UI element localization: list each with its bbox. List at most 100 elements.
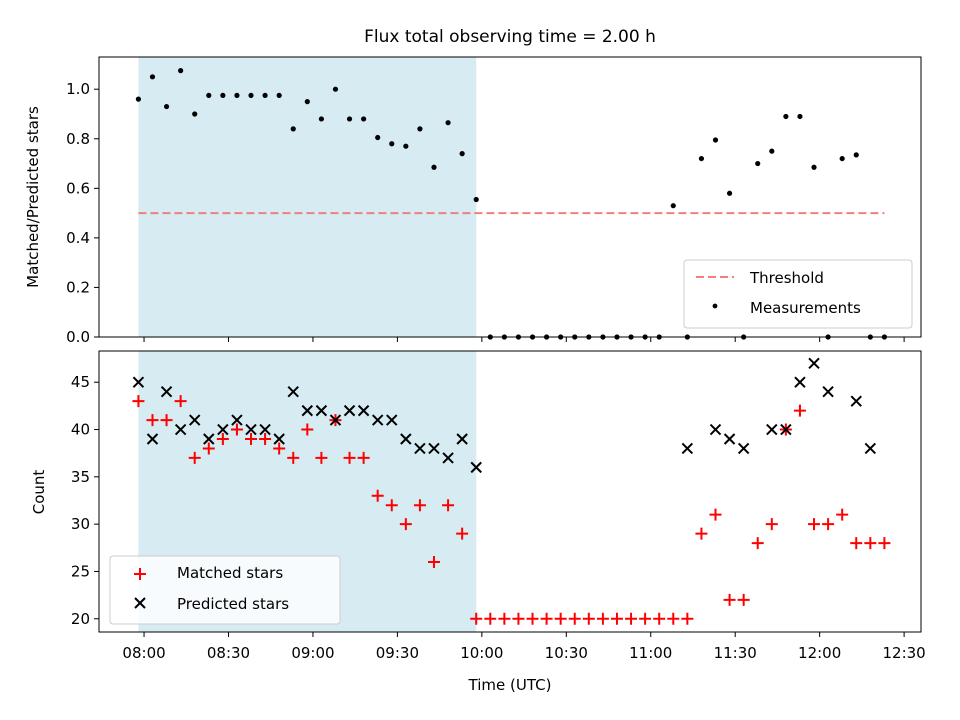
matched-star-point [582,612,595,625]
measurement-point [163,103,170,110]
matched-star-point [132,395,145,408]
matched-star-point [554,612,567,625]
matched-star-point [371,489,384,502]
top-axes-frame [98,56,922,338]
measurement-point [755,160,761,167]
x-tick-label: 10:00 [460,644,503,662]
bottom-y-tick-label: 20 [71,610,90,628]
matched-star-point [287,451,300,464]
predicted-star-point [217,423,229,436]
legend-threshold-label: Threshold [749,269,824,287]
matched-star-point [737,593,750,606]
top-shaded-span [138,57,477,337]
matched-star-point [709,508,722,521]
predicted-star-point [864,442,877,455]
matched-star-point [160,414,173,427]
predicted-star-point [259,423,271,436]
x-tick-label: 11:30 [714,644,757,662]
bottom-y-tick-label: 30 [71,515,90,533]
matched-star-point [864,537,877,550]
matched-star-point [793,404,806,417]
predicted-star-point [794,376,806,388]
matched-star-point [681,612,694,625]
bottom-y-axis-label: Count [30,470,48,515]
matched-star-point [456,527,469,540]
matched-star-point [808,518,821,531]
measurement-point [135,96,142,102]
matched-star-point [596,612,609,625]
measurement-point [670,203,676,209]
x-tick-label: 09:00 [291,644,334,662]
measurement-point [459,151,465,157]
predicted-star-point [470,461,482,474]
predicted-star-point [357,404,370,417]
predicted-star-point [456,433,468,445]
predicted-star-point [428,442,440,455]
matched-star-point [273,442,286,455]
bottom-legend-box [109,555,341,625]
matched-star-point [385,499,398,512]
predicted-star-point [189,414,201,426]
measurement-point [220,92,226,99]
matched-star-point [442,499,455,512]
matched-star-point [315,451,328,464]
measurement-point [797,113,803,120]
matched-star-point [202,442,215,455]
predicted-star-point [723,433,736,445]
matched-star-point [850,537,863,550]
top-legend: Threshold Measurements [683,259,913,329]
matched-star-point [667,612,680,625]
matched-star-point [470,612,483,625]
measurement-point [811,164,817,170]
measurement-point [389,141,395,147]
matched-star-point [568,612,581,625]
predicted-star-point [822,385,834,398]
top-y-tick-label: 0.4 [66,229,90,247]
matched-star-point [653,612,666,625]
matched-star-point [639,612,652,625]
top-y-axis-label: Matched/Predicted stars [24,106,42,288]
top-y-tick-label: 0.8 [66,130,90,148]
matched-star-point [751,537,764,550]
matched-star-point [540,612,553,625]
matched-star-point [484,612,497,625]
measurement-point [839,155,845,162]
measurement-point [445,120,451,126]
measurement-point [290,126,296,132]
x-tick-label: 11:00 [629,644,672,662]
matched-star-point [230,423,243,436]
predicted-star-point [737,442,750,455]
matched-star-point [146,414,159,427]
top-y-tick-label: 0.2 [66,278,90,296]
matched-star-point [878,537,891,550]
predicted-star-point [343,404,356,417]
matched-star-point [259,432,272,445]
measurement-point [149,74,156,80]
measurement-point [473,196,479,203]
predicted-star-point [174,423,187,436]
top-legend-box [683,259,913,329]
measurement-point [206,92,212,99]
matched-star-point [625,612,638,625]
bottom-y-tick-label: 45 [71,373,90,391]
predicted-star-point [287,385,299,398]
measurement-point [262,92,268,99]
legend-matched-label: Matched stars [177,564,283,582]
top-y-tick-label: 1.0 [66,80,90,98]
top-y-tick-label: 0.6 [66,179,90,197]
matched-star-point [343,451,356,464]
matched-star-point [216,432,229,445]
measurement-point [318,116,324,122]
predicted-star-point [709,423,722,436]
predicted-star-point [245,423,257,436]
matched-star-point [427,555,440,568]
measurement-point [403,143,409,149]
matched-star-point [498,612,511,625]
measurement-point [304,99,310,105]
predicted-star-point [850,395,862,407]
predicted-star-point [414,442,426,455]
predicted-star-point [780,423,792,436]
measurement-point [248,92,254,99]
matched-star-point [413,499,426,512]
